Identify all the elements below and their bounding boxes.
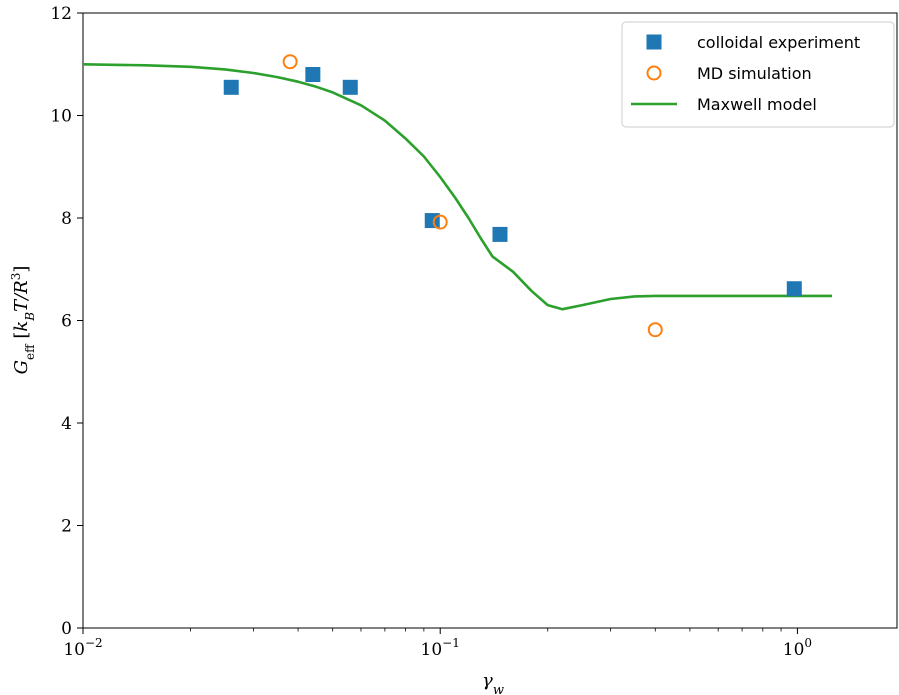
y-tick-label: 10: [50, 107, 72, 127]
y-axis-label: Geff [kBT/R3]: [9, 266, 37, 375]
data-marks: [82, 54, 832, 338]
legend-swatch-square: [646, 34, 662, 50]
point-md-simulation: [432, 214, 448, 230]
point-md-simulation: [647, 322, 663, 338]
legend-frame: [621, 21, 895, 128]
y-tick-label: 4: [61, 414, 72, 434]
x-axis-label: γw: [482, 670, 504, 695]
point-colloidal-experiment: [786, 281, 802, 297]
legend: colloidal experiment MD simulation Maxwell…: [621, 21, 895, 128]
x-axis-ticks: 10−2 10−1 100: [63, 628, 812, 660]
plot-area: [82, 12, 898, 629]
point-colloidal-experiment: [223, 79, 239, 95]
point-md-simulation: [282, 54, 298, 70]
y-axis-ticks: 0 2 4 6 8 10 12: [50, 4, 83, 639]
series-line-maxwell-model: [82, 63, 832, 311]
legend-label: Maxwell model: [697, 95, 817, 114]
legend-label: colloidal experiment: [697, 33, 860, 52]
point-colloidal-experiment: [342, 79, 358, 95]
point-colloidal-experiment: [492, 226, 508, 242]
y-tick-label: 0: [61, 619, 72, 639]
y-tick-label: 2: [61, 517, 72, 537]
point-colloidal-experiment: [305, 67, 321, 82]
x-tick-label: 10−2: [63, 636, 102, 660]
y-tick-label: 12: [50, 4, 72, 24]
legend-swatch-circle: [646, 65, 662, 81]
y-tick-label: 6: [61, 312, 72, 332]
y-tick-label: 8: [61, 209, 72, 229]
x-tick-label: 10−1: [421, 636, 460, 660]
x-tick-label: 100: [783, 636, 812, 660]
legend-label: MD simulation: [697, 64, 812, 83]
